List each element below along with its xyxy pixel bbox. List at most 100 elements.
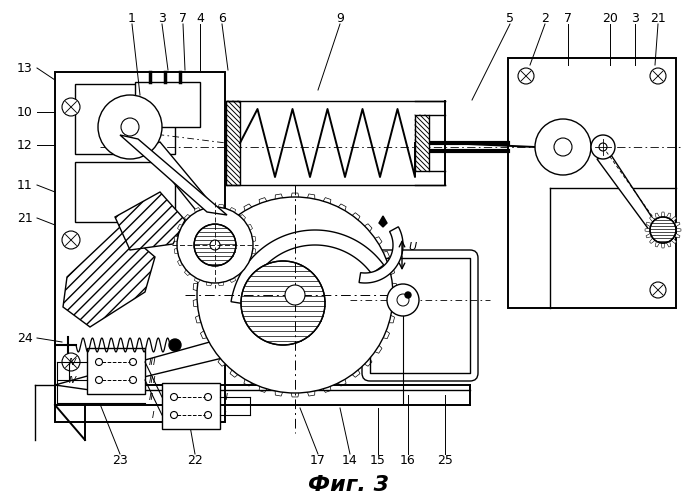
Circle shape	[397, 294, 409, 306]
Polygon shape	[243, 225, 252, 234]
Text: 16: 16	[400, 454, 416, 467]
Polygon shape	[196, 312, 208, 323]
Polygon shape	[290, 193, 301, 204]
Polygon shape	[661, 243, 665, 248]
Polygon shape	[236, 265, 245, 275]
Circle shape	[171, 393, 178, 400]
Polygon shape	[208, 340, 222, 353]
Circle shape	[62, 353, 80, 371]
Polygon shape	[359, 353, 372, 366]
Polygon shape	[178, 225, 187, 234]
Text: 7: 7	[179, 11, 187, 24]
Circle shape	[129, 359, 136, 366]
Polygon shape	[646, 233, 651, 238]
Polygon shape	[63, 227, 155, 327]
Polygon shape	[649, 217, 655, 222]
Text: IV: IV	[69, 358, 78, 367]
Polygon shape	[655, 241, 660, 247]
Circle shape	[205, 393, 212, 400]
Text: 17: 17	[310, 454, 326, 467]
Polygon shape	[193, 297, 205, 308]
Text: 25: 25	[437, 454, 453, 467]
Polygon shape	[655, 213, 660, 219]
Polygon shape	[385, 282, 397, 293]
Polygon shape	[646, 222, 651, 227]
Polygon shape	[259, 379, 271, 392]
Polygon shape	[218, 353, 232, 366]
Polygon shape	[333, 204, 346, 218]
Polygon shape	[675, 233, 680, 238]
Circle shape	[535, 119, 591, 175]
Circle shape	[210, 240, 220, 250]
Circle shape	[96, 376, 103, 383]
Polygon shape	[208, 237, 222, 249]
Polygon shape	[275, 384, 285, 396]
Circle shape	[241, 261, 325, 345]
Polygon shape	[194, 208, 203, 218]
Polygon shape	[201, 327, 214, 339]
Circle shape	[177, 207, 253, 283]
Text: I: I	[224, 410, 226, 419]
Polygon shape	[359, 224, 372, 238]
Polygon shape	[185, 215, 194, 225]
Text: 20: 20	[602, 11, 618, 24]
Polygon shape	[201, 251, 214, 263]
Polygon shape	[666, 241, 671, 247]
Circle shape	[387, 284, 419, 316]
Circle shape	[197, 197, 393, 393]
Polygon shape	[382, 312, 394, 323]
Polygon shape	[676, 228, 681, 232]
Polygon shape	[247, 247, 256, 253]
Polygon shape	[305, 384, 315, 396]
Text: II: II	[224, 392, 229, 401]
Polygon shape	[649, 238, 655, 244]
Text: 21: 21	[17, 212, 33, 225]
Text: 3: 3	[158, 11, 166, 24]
Polygon shape	[193, 282, 205, 293]
Polygon shape	[247, 236, 256, 244]
Circle shape	[62, 98, 80, 116]
Polygon shape	[661, 212, 665, 217]
Polygon shape	[333, 373, 346, 386]
Text: 15: 15	[370, 454, 386, 467]
Polygon shape	[178, 256, 187, 265]
Text: III: III	[149, 375, 157, 384]
Text: 2: 2	[541, 11, 549, 24]
Polygon shape	[226, 272, 236, 282]
Polygon shape	[243, 256, 252, 265]
Polygon shape	[382, 267, 394, 278]
Polygon shape	[379, 216, 387, 227]
Circle shape	[98, 95, 162, 159]
Polygon shape	[174, 247, 183, 253]
Circle shape	[171, 411, 178, 418]
Polygon shape	[347, 364, 360, 377]
Circle shape	[650, 217, 676, 243]
Text: 7: 7	[564, 11, 572, 24]
Text: 23: 23	[112, 454, 128, 467]
Text: I: I	[152, 410, 154, 419]
Polygon shape	[645, 228, 650, 232]
Text: 24: 24	[17, 332, 33, 345]
Polygon shape	[359, 227, 403, 283]
Polygon shape	[230, 213, 243, 227]
Bar	[370, 258, 470, 373]
Circle shape	[405, 292, 411, 298]
Polygon shape	[347, 213, 360, 227]
Text: 22: 22	[187, 454, 203, 467]
Circle shape	[591, 135, 615, 159]
Polygon shape	[145, 142, 250, 265]
Bar	[226, 101, 240, 185]
Polygon shape	[120, 135, 227, 215]
Text: 13: 13	[17, 61, 33, 75]
Polygon shape	[244, 204, 257, 218]
Circle shape	[121, 118, 139, 136]
Circle shape	[96, 359, 103, 366]
Polygon shape	[55, 335, 235, 390]
Bar	[162, 383, 220, 429]
Text: Фиг. 3: Фиг. 3	[308, 475, 389, 495]
Text: 5: 5	[506, 11, 514, 24]
Bar	[508, 58, 676, 308]
Polygon shape	[675, 222, 680, 227]
Polygon shape	[185, 265, 194, 275]
Text: III: III	[149, 358, 157, 367]
